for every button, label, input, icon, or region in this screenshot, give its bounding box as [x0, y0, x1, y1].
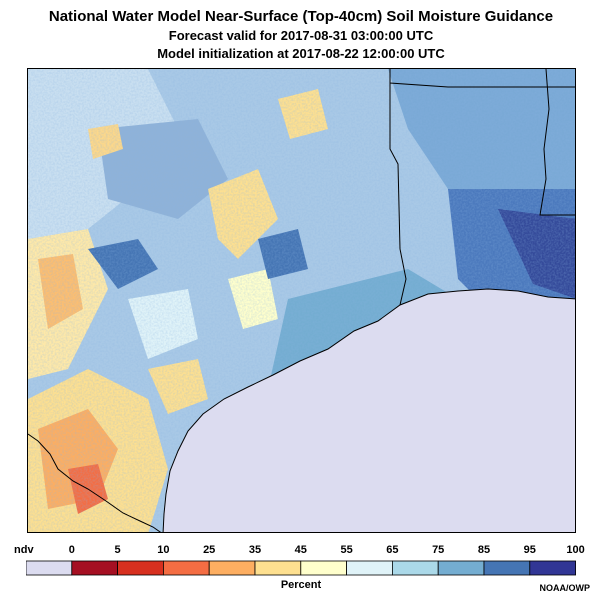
legend-tick-label: 55 [340, 544, 353, 556]
legend-tick-label: 35 [248, 544, 262, 556]
legend-swatch [117, 560, 164, 576]
legend-swatch [71, 560, 118, 576]
legend-tick-label: 0 [68, 544, 75, 556]
soil-moisture-map [27, 68, 576, 533]
state-boundary [539, 69, 575, 216]
legend-swatch [162, 560, 210, 576]
legend-swatch [391, 560, 439, 576]
legend-swatch [208, 560, 256, 576]
credit-text: NOAA/OWP [539, 583, 591, 593]
legend-swatch [300, 560, 347, 576]
state-boundary [389, 69, 575, 88]
legend-swatch [254, 560, 302, 576]
legend-swatch [483, 560, 531, 576]
state-boundary [389, 83, 407, 306]
legend-swatch [346, 560, 393, 576]
legend-tick-label: 75 [432, 544, 445, 556]
legend-tick-label: 100 [566, 544, 585, 556]
legend-tick-label: 85 [477, 544, 491, 556]
legend-tick-label: 45 [294, 544, 307, 556]
map-title: National Water Model Near-Surface (Top-4… [48, 8, 554, 25]
legend-tick-label: 25 [203, 544, 216, 556]
model-init-line: Model initialization at 2017-08-22 12:00… [157, 46, 445, 61]
legend-swatch-ndv [26, 560, 73, 576]
color-legend [26, 560, 576, 576]
legend-swatch [529, 560, 576, 576]
map-canvas [28, 69, 575, 532]
legend-tick-label: 65 [386, 544, 399, 556]
forecast-valid-line: Forecast valid for 2017-08-31 03:00:00 U… [168, 28, 434, 43]
legend-tick-label: 10 [157, 544, 170, 556]
legend-swatch [437, 560, 485, 576]
mexico-border [28, 433, 162, 532]
legend-unit-label: Percent [280, 579, 322, 591]
legend-tick-label: 5 [114, 544, 121, 556]
legend-ndv-label: ndv [14, 544, 34, 556]
legend-tick-label: 95 [523, 544, 536, 556]
gulf-of-mexico [162, 288, 575, 532]
